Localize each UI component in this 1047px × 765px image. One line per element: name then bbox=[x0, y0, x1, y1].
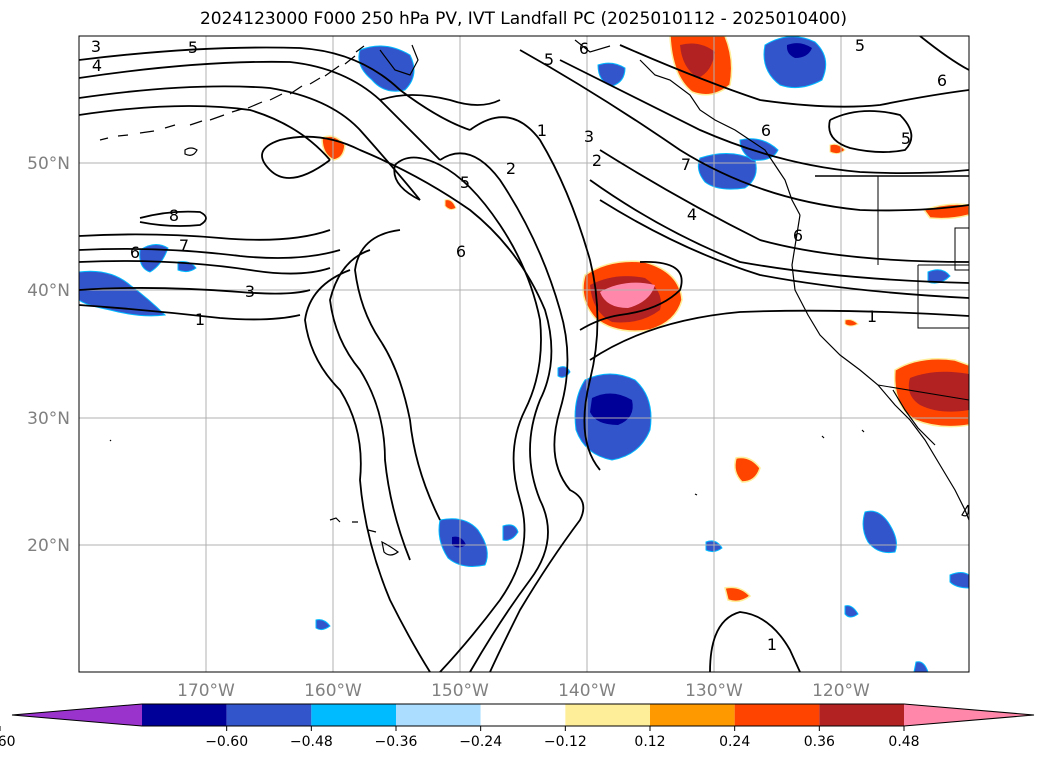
colorbar-segment bbox=[565, 704, 650, 726]
colorbar-tick-label: −0.36 bbox=[375, 734, 418, 750]
figure-title: 2024123000 F000 250 hPa PV, IVT Landfall… bbox=[199, 9, 847, 29]
lat-tick-label: 40°N bbox=[27, 281, 70, 301]
lat-tick-label: 30°N bbox=[27, 409, 70, 429]
contour-label: 6 bbox=[793, 226, 803, 245]
contour-label: 3 bbox=[584, 127, 594, 146]
contour-label: 3 bbox=[245, 282, 255, 301]
coastlines bbox=[99, 39, 969, 556]
colorbar-extend-low bbox=[12, 704, 142, 726]
contour-label: 4 bbox=[687, 205, 697, 224]
contour-label: 6 bbox=[130, 243, 140, 262]
colorbar: −0.60 −0.48 −0.36 −0.24 −0.12 0.12 0.24 0.36 0.4… bbox=[0, 703, 1035, 750]
colorbar-tick-label: 0.24 bbox=[719, 734, 750, 750]
contour-label: 2 bbox=[506, 159, 516, 178]
contour-label: 5 bbox=[855, 36, 865, 55]
contour-label: 6 bbox=[579, 39, 589, 58]
contour-label: 1 bbox=[867, 307, 877, 326]
lat-tick-label: 20°N bbox=[27, 536, 70, 556]
colorbar-tick-label: 0.12 bbox=[634, 734, 665, 750]
colorbar-segment bbox=[311, 704, 396, 726]
colorbar-outline bbox=[11, 703, 1035, 727]
contour-label: 7 bbox=[681, 155, 691, 174]
lon-tick-label: 160°W bbox=[304, 681, 362, 701]
contour-label: 5 bbox=[460, 173, 470, 192]
colorbar-extend-high bbox=[904, 704, 1034, 726]
colorbar-tick-label: −0.24 bbox=[459, 734, 502, 750]
contour-label: 1 bbox=[195, 310, 205, 329]
shading-layer bbox=[79, 36, 969, 672]
contour-label: 8 bbox=[169, 206, 179, 225]
colorbar-segment bbox=[396, 704, 481, 726]
colorbar-tick-label: −0.12 bbox=[544, 734, 587, 750]
contour-label: 4 bbox=[92, 56, 102, 75]
colorbar-segment bbox=[480, 704, 566, 726]
contour-labels: 3 4 5 6 5 1 3 2 5 7 4 6 2 6 6 5 8 7 6 3 bbox=[91, 36, 947, 654]
colorbar-tick-label: −0.48 bbox=[290, 734, 333, 750]
lon-tick-label: 140°W bbox=[558, 681, 616, 701]
lon-tick-label: 130°W bbox=[685, 681, 743, 701]
contour-label: 7 bbox=[179, 236, 189, 255]
lon-tick-label: 120°W bbox=[812, 681, 870, 701]
contour-label: 5 bbox=[901, 129, 911, 148]
contour-label: 6 bbox=[761, 121, 771, 140]
colorbar-tick-label: 0.36 bbox=[804, 734, 835, 750]
colorbar-tick-label: 0.48 bbox=[888, 734, 919, 750]
contour-label: 1 bbox=[537, 121, 547, 140]
colorbar-segment bbox=[226, 704, 312, 726]
colorbar-segment bbox=[650, 704, 735, 726]
contour-label: 6 bbox=[456, 242, 466, 261]
colorbar-tick-label: 0.60 bbox=[0, 734, 16, 750]
lon-tick-label: 170°W bbox=[177, 681, 235, 701]
pv-contours bbox=[79, 36, 969, 672]
colorbar-segment bbox=[142, 704, 227, 726]
contour-label: 2 bbox=[592, 151, 602, 170]
contour-label: 5 bbox=[544, 50, 554, 69]
colorbar-segment bbox=[734, 704, 820, 726]
lon-tick-label: 150°W bbox=[431, 681, 489, 701]
contour-label: 5 bbox=[188, 38, 198, 57]
contour-label: 1 bbox=[767, 635, 777, 654]
lat-axis: 50°N 40°N 30°N 20°N bbox=[27, 154, 70, 556]
contour-label: 3 bbox=[91, 37, 101, 56]
colorbar-segment bbox=[819, 704, 904, 726]
contour-label: 6 bbox=[937, 71, 947, 90]
lat-tick-label: 50°N bbox=[27, 154, 70, 174]
lon-axis: 170°W 160°W 150°W 140°W 130°W 120°W bbox=[177, 681, 870, 701]
colorbar-tick-label: −0.60 bbox=[205, 734, 248, 750]
map-gridlines bbox=[79, 36, 969, 672]
